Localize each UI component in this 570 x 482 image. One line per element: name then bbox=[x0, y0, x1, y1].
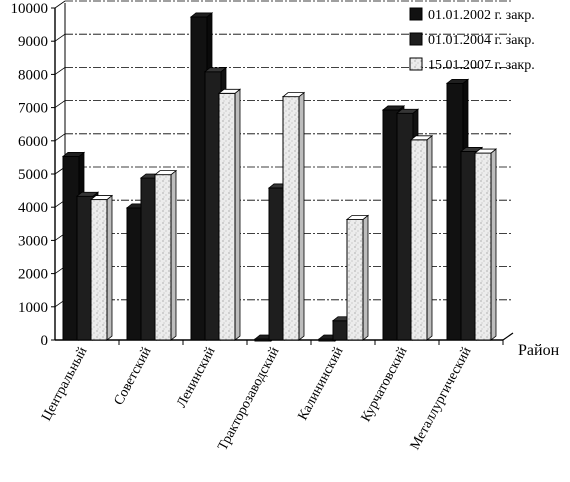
bar bbox=[154, 174, 172, 341]
bar bbox=[218, 92, 236, 341]
y-tick-label: 8000 bbox=[18, 67, 48, 83]
legend: 01.01.2002 г. закр. 01.01.2004 г. закр. 15… bbox=[409, 7, 535, 73]
y-tick-label: 10000 bbox=[11, 1, 49, 17]
y-tick-label: 4000 bbox=[18, 200, 48, 216]
bar bbox=[90, 199, 108, 341]
bar-top bbox=[381, 105, 406, 111]
bar-top bbox=[281, 92, 306, 98]
bar-side bbox=[298, 91, 305, 341]
bar-top bbox=[75, 191, 100, 197]
bar-side bbox=[234, 88, 241, 341]
y-tick-label: 5000 bbox=[18, 167, 48, 183]
bar-top bbox=[203, 67, 228, 73]
bar-side bbox=[106, 194, 113, 341]
bar-top bbox=[409, 135, 434, 141]
x-tick-label: Металлургический bbox=[408, 344, 475, 452]
x-tick-label: Тракторозаводский bbox=[215, 344, 282, 453]
y-tick-label: 3000 bbox=[18, 233, 48, 249]
bar bbox=[474, 152, 492, 341]
x-axis-title: Район bbox=[518, 342, 560, 359]
bar-top bbox=[217, 88, 242, 94]
x-tick-label: Калининский bbox=[296, 344, 347, 423]
bar-top bbox=[345, 215, 370, 220]
x-tick-label: Советский bbox=[112, 344, 155, 407]
bar-top bbox=[189, 12, 214, 18]
bar-side bbox=[490, 148, 497, 341]
bar bbox=[410, 139, 428, 341]
legend-swatch bbox=[409, 32, 423, 46]
bar-top bbox=[61, 152, 86, 157]
gridline-side bbox=[54, 133, 66, 142]
y-tick-label: 1000 bbox=[18, 300, 48, 316]
legend-swatch bbox=[409, 7, 423, 21]
bars bbox=[61, 12, 498, 342]
bar-top bbox=[153, 170, 178, 176]
gridline-side bbox=[54, 100, 66, 108]
legend-swatch bbox=[409, 57, 423, 71]
y-tick-label: 9000 bbox=[18, 34, 48, 50]
bar-top bbox=[459, 147, 484, 152]
y-tick-label: 0 bbox=[41, 333, 49, 349]
gridline-side bbox=[54, 33, 66, 42]
bar bbox=[346, 218, 364, 341]
bar-top bbox=[473, 148, 498, 154]
bar bbox=[282, 96, 300, 341]
y-tick-label: 2000 bbox=[18, 267, 48, 283]
x-tick-label: Ленинский bbox=[174, 344, 219, 410]
x-tick-label: Центральный bbox=[39, 344, 91, 423]
floor-edge bbox=[502, 332, 514, 341]
bar-top bbox=[395, 108, 420, 114]
bar-top bbox=[89, 195, 114, 200]
bar-top bbox=[445, 78, 470, 84]
legend-label: 01.01.2002 г. закр. bbox=[428, 8, 535, 23]
y-tick-label: 6000 bbox=[18, 134, 48, 150]
bar-side bbox=[170, 169, 177, 341]
bar-side bbox=[362, 214, 369, 341]
gridline-side bbox=[54, 67, 66, 75]
legend-label: 01.01.2004 г. закр. bbox=[428, 33, 535, 48]
x-tick-label: Курчатовский bbox=[359, 344, 411, 424]
legend-label: 15.01.2007 г. закр. bbox=[428, 58, 535, 73]
y-tick-label: 7000 bbox=[18, 101, 48, 117]
gridline-side bbox=[54, 0, 66, 9]
bar-side bbox=[426, 134, 433, 341]
